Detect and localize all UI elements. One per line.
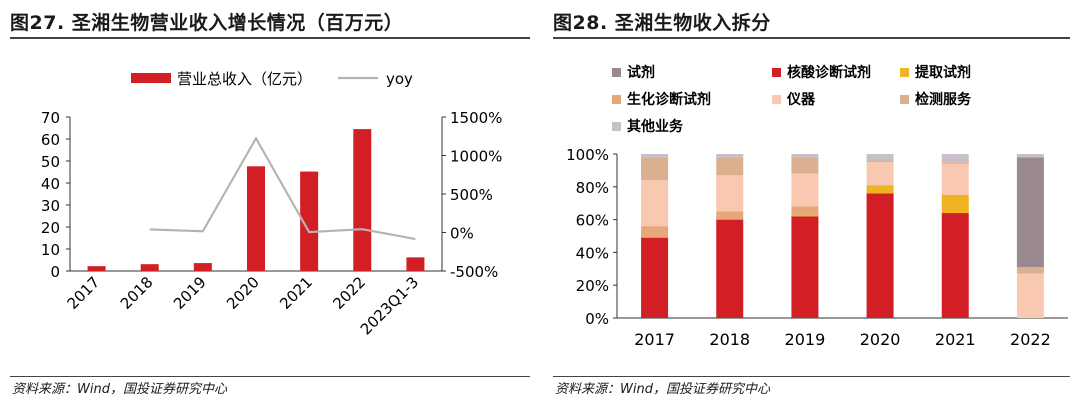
legend-label-revenue: 营业总收入（亿元） xyxy=(177,70,312,88)
right-tick-label: 500% xyxy=(450,186,493,204)
legend-label: 仪器 xyxy=(786,92,816,108)
revenue-bar xyxy=(406,257,425,271)
stack-segment xyxy=(941,195,969,214)
stack-segment xyxy=(791,206,819,215)
stack-segment xyxy=(641,180,669,227)
stack-segment xyxy=(941,213,969,318)
x-category-label: 2019 xyxy=(170,273,210,313)
left-source-rule xyxy=(10,376,530,377)
legend-label-yoy: yoy xyxy=(386,70,413,88)
x-category-label: 2017 xyxy=(64,273,104,313)
stack-segment xyxy=(791,157,819,174)
left-title-rule xyxy=(10,37,530,39)
legend-label: 核酸诊断试剂 xyxy=(787,64,871,81)
legend-swatch-revenue xyxy=(131,73,171,83)
x-category-label: 2018 xyxy=(117,273,157,313)
y-tick-label: 60% xyxy=(576,212,609,230)
stack-segment xyxy=(791,216,819,318)
revenue-bar xyxy=(300,171,319,271)
revenue-bar xyxy=(140,264,159,271)
stack-segment xyxy=(641,226,669,238)
yoy-line xyxy=(149,136,416,241)
stack-segment xyxy=(716,219,744,318)
y-tick-label: 20% xyxy=(576,277,609,295)
legend-swatch xyxy=(900,68,909,77)
x-category-label: 2020 xyxy=(860,330,901,349)
stack-segment xyxy=(866,162,894,186)
stack-segment xyxy=(716,157,744,176)
y-tick-label: 80% xyxy=(576,179,609,197)
right-title-rule xyxy=(553,37,1070,39)
stack-segment xyxy=(866,185,894,194)
stack-segment xyxy=(1016,157,1044,268)
x-category-label: 2021 xyxy=(935,330,976,349)
left-chart-title: 图27. 圣湘生物营业收入增长情况（百万元） xyxy=(10,12,404,34)
legend-swatch xyxy=(612,122,621,131)
revenue-breakdown-chart: 0% 20% 40% 60% 80% 100% 2017 2018 2019 2020 2021 20… xyxy=(566,64,1068,349)
x-category-label: 2017 xyxy=(634,330,675,349)
left-source-note: 资料来源：Wind，国投证券研究中心 xyxy=(12,382,227,397)
stack-segment xyxy=(866,154,894,161)
stack-segment xyxy=(641,154,669,158)
stack-segment xyxy=(791,154,819,158)
y-tick-label: 100% xyxy=(566,146,609,164)
x-category-label: 2018 xyxy=(709,330,750,349)
x-category-label: 2020 xyxy=(223,273,263,313)
stack-segment xyxy=(1016,273,1044,318)
revenue-bar xyxy=(247,166,265,271)
stack-segment xyxy=(716,175,744,212)
right-source-note: 资料来源：Wind，国投证券研究中心 xyxy=(555,382,770,397)
left-tick-label: 60 xyxy=(41,131,60,149)
x-category-label: 2022 xyxy=(1010,330,1051,349)
left-tick-label: 70 xyxy=(41,109,60,127)
legend-label: 试剂 xyxy=(627,64,655,81)
stack-segment xyxy=(641,237,669,318)
stack-segment xyxy=(716,211,744,220)
right-tick-label: 1000% xyxy=(450,148,502,166)
legend-swatch xyxy=(772,95,781,104)
legend-swatch xyxy=(900,95,909,104)
right-tick-label: 1500% xyxy=(450,109,502,127)
revenue-bar xyxy=(87,266,106,271)
y-tick-label: 40% xyxy=(576,244,609,262)
stack-segment xyxy=(941,163,969,195)
legend-swatch xyxy=(612,68,621,77)
legend-label: 检测服务 xyxy=(915,91,972,108)
right-tick-label: 0% xyxy=(450,225,474,243)
x-category-label: 2022 xyxy=(329,273,369,313)
left-tick-label: 20 xyxy=(41,219,60,237)
stack-segment xyxy=(941,162,969,164)
stack-segment xyxy=(641,157,669,181)
stack-segment xyxy=(1016,267,1044,274)
stack-segment xyxy=(791,173,819,207)
legend-label: 其他业务 xyxy=(627,118,684,135)
right-source-rule xyxy=(553,376,1070,377)
left-tick-label: 10 xyxy=(41,241,60,259)
stack-segment xyxy=(1016,154,1044,158)
stack-segment xyxy=(716,154,744,158)
revenue-growth-chart: 0 10 20 30 40 50 60 70 -500% 0% 500% 1000% 1500% 2017… xyxy=(41,70,503,338)
x-category-label: 2023Q1-3 xyxy=(357,273,422,338)
revenue-bar xyxy=(353,129,372,271)
right-tick-label: -500% xyxy=(450,263,498,281)
left-tick-label: 50 xyxy=(41,153,60,171)
legend-label: 生化诊断试剂 xyxy=(627,91,711,108)
stack-segment xyxy=(866,160,894,163)
y-tick-label: 0% xyxy=(585,310,609,328)
left-tick-label: 30 xyxy=(41,197,60,215)
x-category-label: 2021 xyxy=(276,273,316,313)
left-tick-label: 0 xyxy=(50,263,60,281)
stack-segment xyxy=(866,193,894,318)
legend-swatch xyxy=(772,68,781,77)
legend-swatch xyxy=(612,95,621,104)
legend-label: 提取试剂 xyxy=(915,64,971,81)
revenue-bar xyxy=(193,263,212,271)
stack-segment xyxy=(941,154,969,163)
left-tick-label: 40 xyxy=(41,175,60,193)
stack-segment xyxy=(791,214,819,217)
right-chart-title: 图28. 圣湘生物收入拆分 xyxy=(553,12,771,34)
x-category-label: 2019 xyxy=(785,330,826,349)
